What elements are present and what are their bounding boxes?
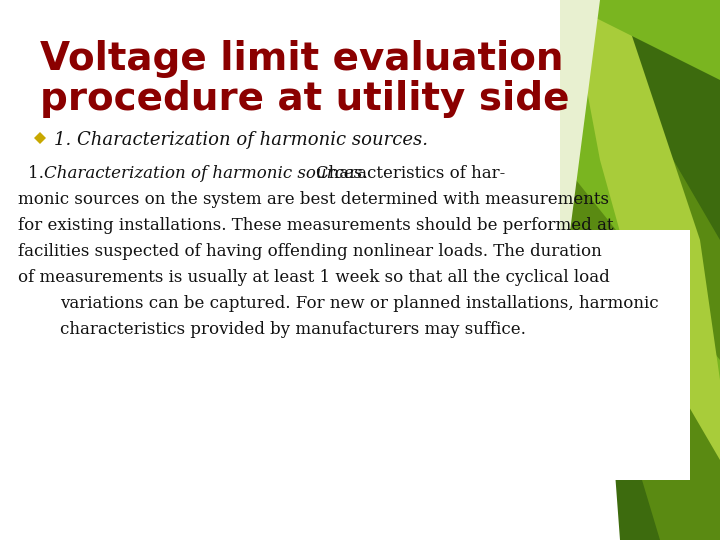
FancyBboxPatch shape bbox=[55, 395, 635, 475]
Polygon shape bbox=[490, 0, 720, 540]
Text: characteristics provided by manufacturers may suffice.: characteristics provided by manufacturer… bbox=[60, 321, 526, 338]
Text: for existing installations. These measurements should be performed at: for existing installations. These measur… bbox=[18, 217, 613, 234]
Text: monic sources on the system are best determined with measurements: monic sources on the system are best det… bbox=[18, 191, 609, 208]
Text: procedure at utility side: procedure at utility side bbox=[40, 80, 570, 118]
FancyBboxPatch shape bbox=[0, 0, 560, 540]
Polygon shape bbox=[500, 0, 720, 540]
Text: Voltage limit evaluation: Voltage limit evaluation bbox=[40, 40, 564, 78]
Text: Characteristics of har-: Characteristics of har- bbox=[316, 165, 505, 182]
Polygon shape bbox=[570, 0, 720, 540]
Polygon shape bbox=[490, 0, 600, 540]
Text: 1. Characterization of harmonic sources.: 1. Characterization of harmonic sources. bbox=[54, 131, 428, 149]
Polygon shape bbox=[34, 132, 46, 144]
Text: of measurements is usually at least 1 week so that all the cyclical load: of measurements is usually at least 1 we… bbox=[18, 269, 610, 286]
Polygon shape bbox=[580, 0, 720, 540]
Text: 1.: 1. bbox=[28, 165, 49, 182]
Text: variations can be captured. For new or planned installations, harmonic: variations can be captured. For new or p… bbox=[60, 295, 659, 312]
Text: Characterization of harmonic sources.: Characterization of harmonic sources. bbox=[44, 165, 367, 182]
Polygon shape bbox=[500, 0, 720, 80]
Polygon shape bbox=[580, 0, 720, 160]
FancyBboxPatch shape bbox=[0, 230, 690, 480]
Text: facilities suspected of having offending nonlinear loads. The duration: facilities suspected of having offending… bbox=[18, 243, 602, 260]
